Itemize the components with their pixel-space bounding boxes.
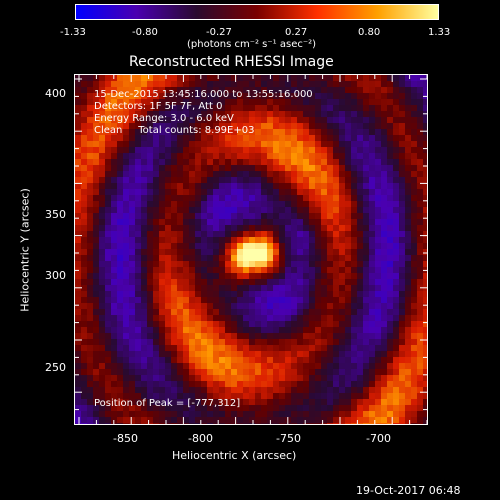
colorbar-tick: -1.33 bbox=[60, 27, 86, 38]
x-tick-label: -800 bbox=[188, 432, 213, 445]
colorbar bbox=[75, 4, 439, 20]
footer-timestamp: 19-Oct-2017 06:48 bbox=[356, 484, 461, 497]
x-tick-label: -850 bbox=[113, 432, 138, 445]
y-tick-label: 250 bbox=[45, 361, 66, 374]
colorbar-tick: 0.27 bbox=[285, 27, 308, 38]
x-tick-label: -750 bbox=[276, 432, 301, 445]
x-tick-label: -700 bbox=[366, 432, 391, 445]
colorbar-tick: 0.80 bbox=[358, 27, 381, 38]
y-tick-label: 350 bbox=[45, 208, 66, 221]
info-clean-counts: Clean Total counts: 8.99E+03 bbox=[94, 125, 255, 136]
y-tick-label: 300 bbox=[45, 269, 66, 282]
info-detectors: Detectors: 1F 5F 7F, Att 0 bbox=[94, 101, 223, 112]
image-plot bbox=[74, 74, 428, 425]
y-tick-label: 400 bbox=[45, 87, 66, 100]
peak-position: Position of Peak = [-777,312] bbox=[94, 398, 241, 409]
info-time-range: 15-Dec-2015 13:45:16.000 to 13:55:16.000 bbox=[94, 89, 313, 100]
y-axis-label: Heliocentric Y (arcsec) bbox=[18, 188, 32, 312]
plot-title: Reconstructed RHESSI Image bbox=[129, 54, 334, 70]
info-energy-range: Energy Range: 3.0 - 6.0 keV bbox=[94, 113, 234, 124]
colorbar-units: (photons cm⁻² s⁻¹ asec⁻²) bbox=[187, 39, 317, 50]
colorbar-tick: 1.33 bbox=[428, 27, 451, 38]
colorbar-tick: -0.27 bbox=[206, 27, 232, 38]
heatmap-image bbox=[75, 75, 427, 424]
colorbar-tick: -0.80 bbox=[132, 27, 158, 38]
x-axis-label: Heliocentric X (arcsec) bbox=[172, 449, 297, 462]
